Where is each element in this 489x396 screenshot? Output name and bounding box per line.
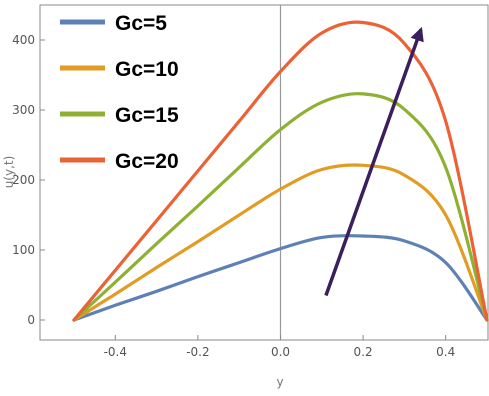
plot-frame [39,4,489,341]
x-axis-label: y [276,375,283,389]
y-tick-label: 200 [12,173,35,187]
x-tick-label: -0.4 [104,345,127,359]
series-line-1 [72,234,489,322]
legend-label-4: Gc=20 [115,150,179,173]
series-line-4 [72,20,489,322]
legend-label-3: Gc=15 [115,104,179,127]
y-axis-label: u(y,t) [2,156,16,189]
x-tick-label: 0.0 [271,345,290,359]
series-line-2 [72,163,489,322]
legend-label-2: Gc=10 [115,58,179,81]
legend-label-1: Gc=5 [115,12,167,35]
y-tick-label: 300 [12,103,35,117]
y-tick-label: 100 [12,243,35,257]
legend: Gc=5 Gc=10 Gc=15 Gc=20 [60,12,179,173]
x-tick-label: -0.2 [186,345,209,359]
x-tick-label: 0.4 [436,345,455,359]
axis-ticks: -0.4 -0.2 0.0 0.2 0.4 0 100 200 300 400 [12,33,455,359]
trend-arrow [324,26,424,297]
x-tick-label: 0.2 [354,345,373,359]
y-tick-label: 0 [27,313,35,327]
y-tick-label: 400 [12,33,35,47]
series-layer [72,20,489,322]
series-line-3 [72,92,489,322]
